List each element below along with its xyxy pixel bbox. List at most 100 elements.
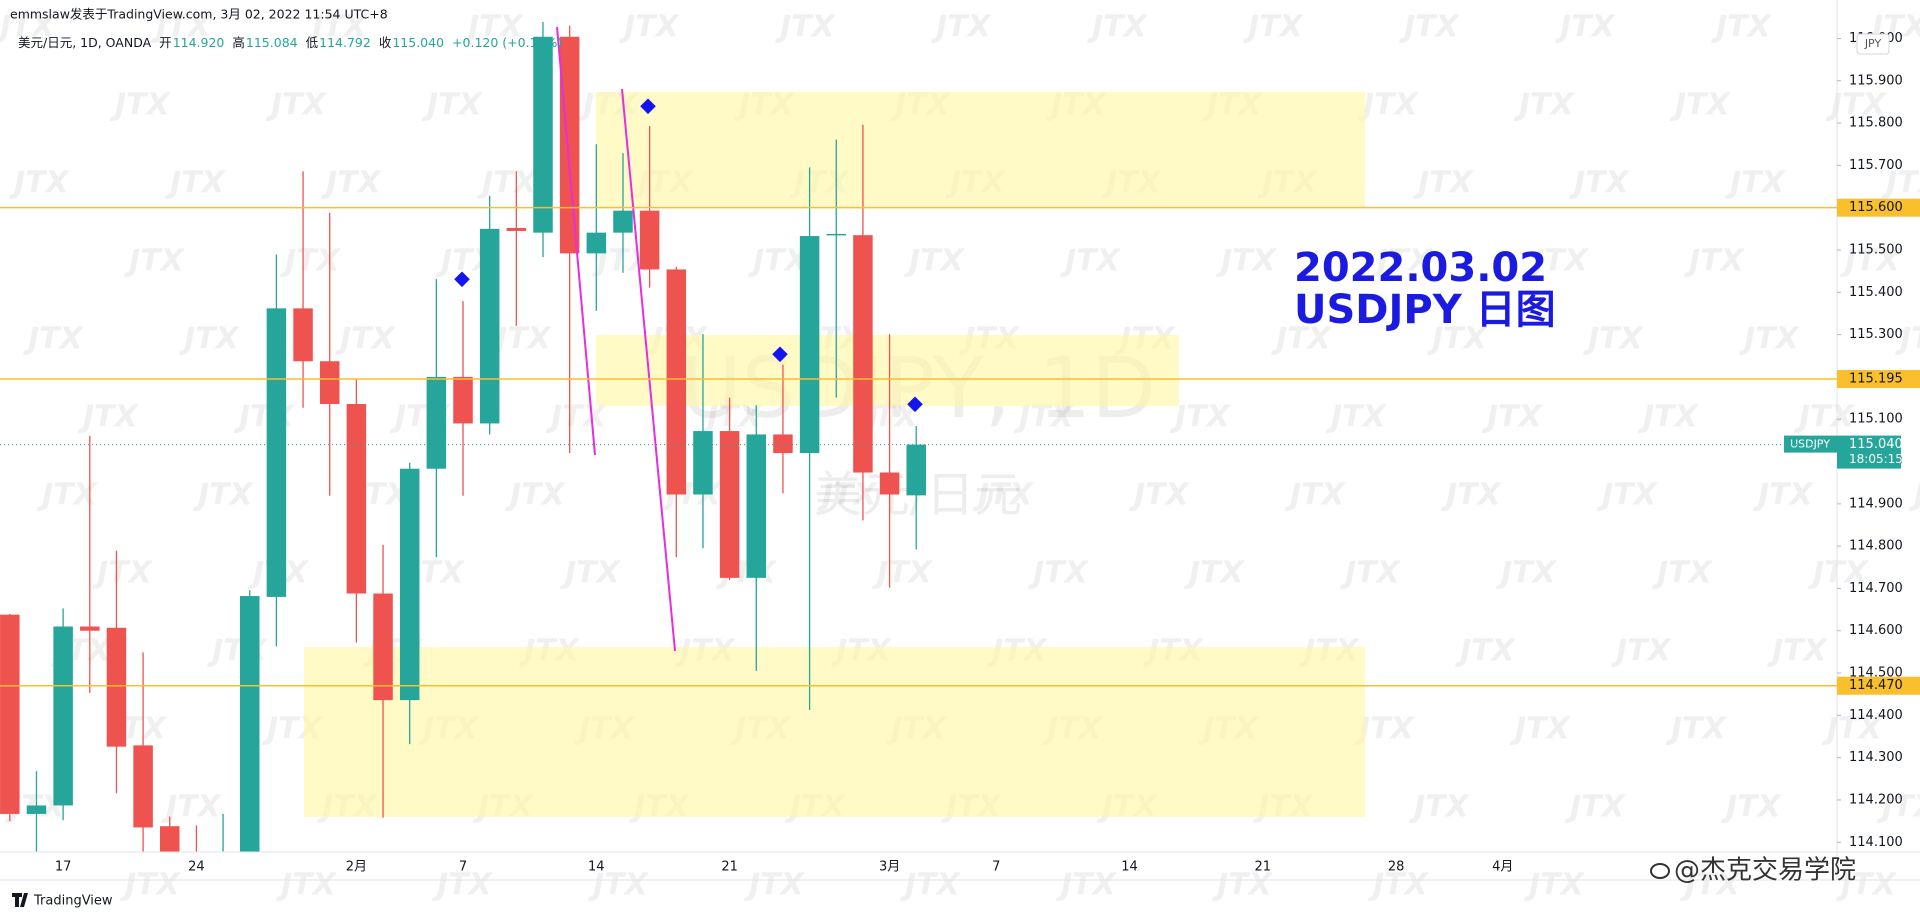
candle-body [693,431,713,495]
logo-watermark: JTX [161,790,223,825]
logo-watermark: JTX [748,244,810,279]
candle-body [106,627,127,747]
logo-watermark: JTX [1060,244,1122,279]
x-tick-label: 7 [992,860,1000,875]
y-tick-label: 115.400 [1849,285,1903,300]
logo-watermark: JTX [1326,400,1388,435]
logo-watermark: JTX [234,400,296,435]
logo-watermark: JTX [1243,10,1305,45]
logo-watermark: JTX [619,10,681,45]
candle-body [906,444,926,496]
logo-watermark: JTX [276,868,338,903]
x-tick-label: 21 [1255,860,1272,875]
logo-watermark: JTX [1666,712,1728,747]
logo-watermark: JTX [477,166,539,201]
logo-watermark: JTX [1271,322,1333,357]
logo-watermark: JTX [1881,166,1920,201]
watermark-layer: JTX JTX JTX JTX JTX JTX JTX JTX JTX JTX JTX JTX JTX J… [0,10,1920,903]
logo-watermark: JTX [1611,634,1673,669]
candle-body [426,376,447,469]
logo-watermark: JTX [92,556,154,591]
y-tick-label: 115.700 [1849,158,1903,173]
logo-watermark: JTX [1638,400,1700,435]
logo-watermark: JTX [37,478,99,513]
level-label: 114.470 [1849,678,1903,693]
logo-watermark: JTX [491,322,553,357]
y-tick-label: 114.200 [1849,792,1903,807]
currency: JPY [1864,37,1882,50]
logo-watermark: JTX [1358,88,1420,123]
logo-watermark: JTX [1441,478,1503,513]
level-label: 115.600 [1849,200,1903,215]
logo-watermark: JTX [1170,400,1232,435]
logo-watermark: JTX [422,88,484,123]
logo-watermark: JTX [110,88,172,123]
brand-logo [12,893,28,907]
level-label-box [1837,370,1920,389]
y-tick-label: 115.800 [1849,116,1903,131]
candle-body [613,210,633,233]
weibo-icon [1650,863,1670,879]
x-tick-label: 2月 [346,860,367,875]
logo-watermark: JTX [1340,556,1402,591]
logo-watermark: JTX [78,400,140,435]
logo-watermark: JTX [0,10,57,45]
logo-watermark: JTX [335,322,397,357]
y-tick-label: 115.300 [1849,327,1903,342]
logo-watermark: JTX [151,10,213,45]
y-tick-label: 114.700 [1849,581,1903,596]
level-label-box [1837,198,1920,217]
logo-watermark: JTX [23,322,85,357]
logo-watermark: JTX [120,868,182,903]
logo-watermark: JTX [179,322,241,357]
candle-body [559,36,580,254]
ohlc-label: 高 [232,35,245,50]
logo-watermark: JTX [1569,166,1631,201]
y-tick-label: 114.600 [1849,623,1903,638]
y-tick-label: 114.800 [1849,539,1903,554]
logo-watermark: JTX [1285,478,1347,513]
y-tick-label: 114.300 [1849,750,1903,765]
logo-watermark: JTX [1767,634,1829,669]
last-price-symbol: USDJPY [1790,438,1830,451]
logo-watermark: JTX [1555,10,1617,45]
x-tick-label: 28 [1388,860,1405,875]
logo-watermark: JTX [1877,790,1920,825]
logo-watermark: JTX [1455,634,1517,669]
ohlc-label: 收 [379,35,392,50]
y-tick-label: 115.900 [1849,73,1903,88]
signal-marker [907,396,923,413]
mid-zone [596,335,1179,406]
logo-watermark: JTX [1721,790,1783,825]
candle-body [26,805,47,814]
logo-watermark: JTX [1895,322,1920,357]
x-tick-label: 21 [721,860,738,875]
ohlc-value: 115.040 [392,35,444,50]
logo-watermark: JTX [1212,868,1274,903]
candle-body [160,826,180,852]
logo-watermark: JTX [1184,556,1246,591]
logo-watermark: JTX [1583,322,1645,357]
logo-watermark: JTX [1739,322,1801,357]
last-price-symbol-box [1784,435,1837,453]
logo-watermark: JTX [1826,88,1888,123]
demand-zone [304,647,1365,817]
logo-watermark: JTX [124,244,186,279]
logo-watermark: JTX [1028,556,1090,591]
logo-watermark: JTX [9,166,71,201]
level-label-box [1837,676,1920,695]
y-tick-label: 114.100 [1849,835,1903,850]
currency-box [1856,33,1890,55]
logo-watermark: JTX [1808,556,1870,591]
logo-watermark: JTX [1528,244,1590,279]
logo-watermark: JTX [588,868,650,903]
logo-watermark: JTX [1840,244,1902,279]
logo-watermark: JTX [1368,868,1430,903]
logo-watermark: JTX [900,868,962,903]
logo-watermark: JTX [1652,556,1714,591]
candle-body [639,210,660,270]
logo-watermark: JTX [904,244,966,279]
logo-watermark: JTX [1597,478,1659,513]
